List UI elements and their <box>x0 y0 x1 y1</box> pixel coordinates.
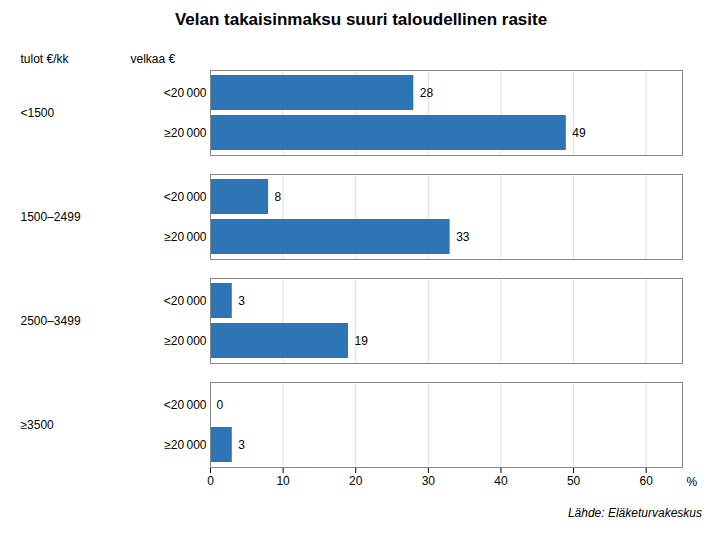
svg-text:0: 0 <box>207 474 214 488</box>
svg-text:20: 20 <box>349 474 363 488</box>
svg-text:40: 40 <box>494 474 508 488</box>
svg-text:≥3500: ≥3500 <box>21 418 55 432</box>
svg-text:1500–2499: 1500–2499 <box>21 210 81 224</box>
svg-text:49: 49 <box>572 126 586 140</box>
svg-text:50: 50 <box>567 474 581 488</box>
svg-text:≥20 000: ≥20 000 <box>164 126 207 140</box>
svg-text:8: 8 <box>275 190 282 204</box>
svg-text:≥20 000: ≥20 000 <box>164 230 207 244</box>
svg-text:3: 3 <box>238 438 245 452</box>
svg-text:<20 000: <20 000 <box>164 294 207 308</box>
svg-text:%: % <box>687 475 698 489</box>
svg-text:≥20 000: ≥20 000 <box>164 334 207 348</box>
svg-text:<20 000: <20 000 <box>164 190 207 204</box>
svg-text:10: 10 <box>276 474 290 488</box>
html-text:Velan takaisinmaksu suuri talo: Velan takaisinmaksu suuri taloudellinen … <box>174 10 548 29</box>
svg-text:33: 33 <box>456 230 470 244</box>
svg-text:velkaa €: velkaa € <box>131 52 176 66</box>
svg-text:<20 000: <20 000 <box>164 86 207 100</box>
svg-text:<1500: <1500 <box>21 106 55 120</box>
svg-text:28: 28 <box>420 86 434 100</box>
svg-text:<20 000: <20 000 <box>164 398 207 412</box>
svg-text:30: 30 <box>422 474 436 488</box>
svg-text:≥20 000: ≥20 000 <box>164 438 207 452</box>
svg-text:19: 19 <box>354 334 368 348</box>
svg-text:60: 60 <box>640 474 654 488</box>
svg-text:2500–3499: 2500–3499 <box>21 314 81 328</box>
svg-text:0: 0 <box>217 398 224 412</box>
svg-text:3: 3 <box>238 294 245 308</box>
html-text:Lähde: Eläketurvakeskus: Lähde: Eläketurvakeskus <box>567 506 702 520</box>
svg-text:tulot €/kk: tulot €/kk <box>21 52 70 66</box>
